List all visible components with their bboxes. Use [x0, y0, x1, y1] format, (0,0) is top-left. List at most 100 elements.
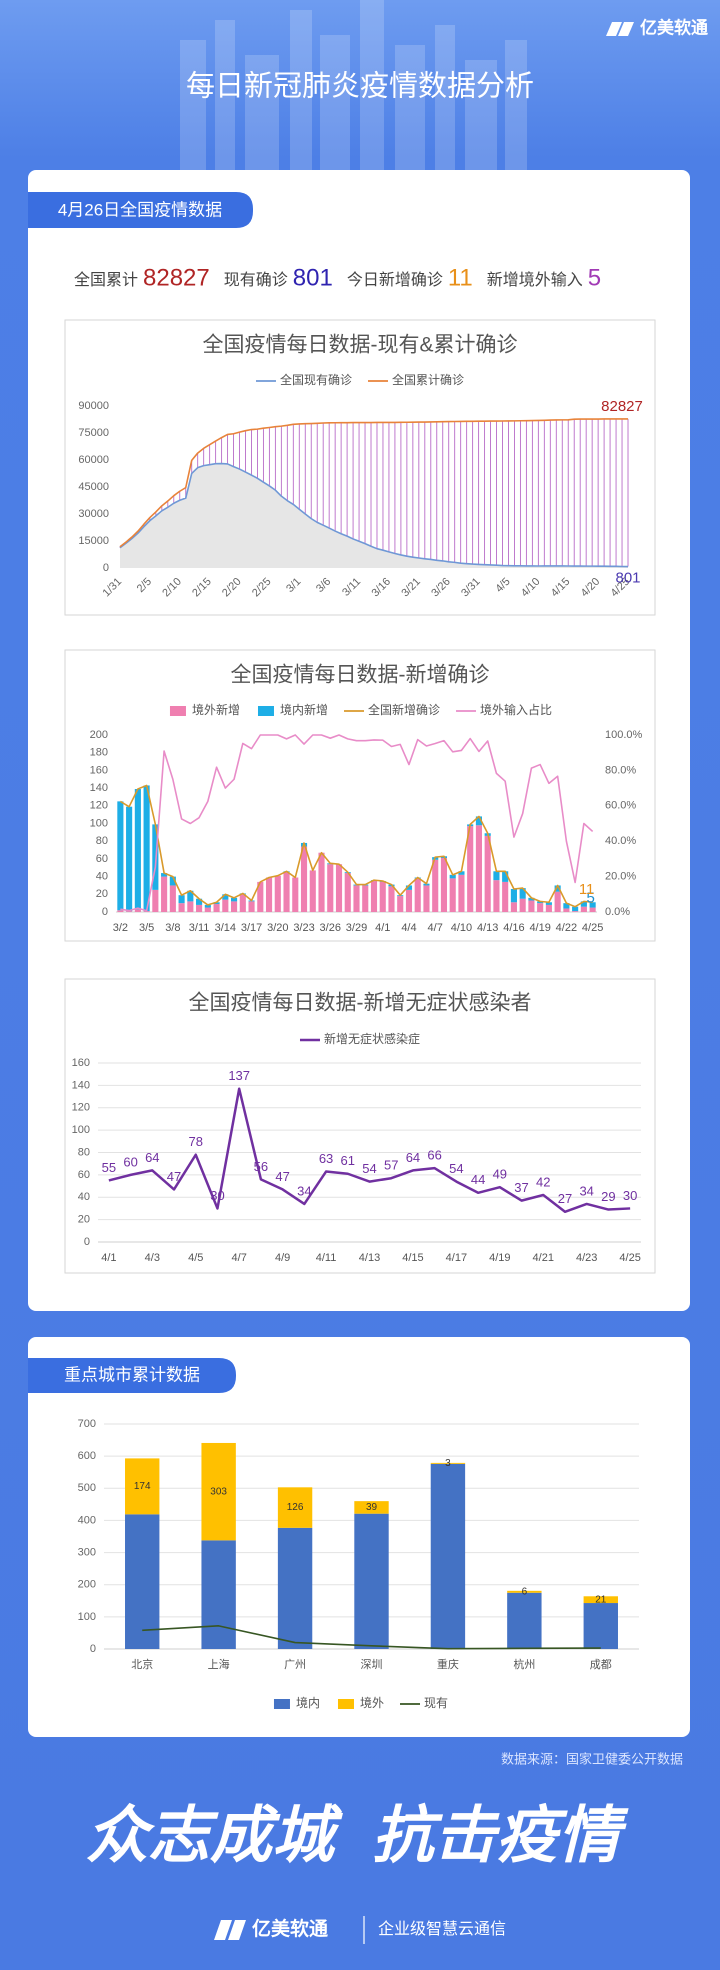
data-label: 54 [449, 1161, 463, 1176]
summary-value: 82827 [143, 264, 210, 291]
legend-label: 境内新增 [280, 702, 328, 717]
y-tick-label: 0 [103, 562, 109, 574]
bar [449, 878, 456, 912]
bar [222, 894, 229, 900]
y-tick-label: 60000 [78, 454, 109, 466]
data-label: 55 [102, 1160, 116, 1175]
chart: 0 100 200 300 400 500 600 700 北京 上海 广州 深圳 重庆 杭州 成都 174 3… [78, 1418, 639, 1710]
x-tick-label: 3/23 [293, 922, 314, 934]
y-tick-label: 30000 [78, 508, 109, 520]
bar [178, 903, 185, 912]
bar [300, 846, 308, 912]
legend-label: 全国现有确诊 [280, 372, 352, 387]
chart-frame [64, 319, 656, 616]
city-skyline [180, 0, 527, 170]
bar [484, 835, 491, 912]
bar [458, 874, 465, 912]
section-tab [28, 192, 253, 228]
legend-label: 境内 [296, 1695, 320, 1710]
x-tick-label: 3/17 [241, 922, 262, 934]
bar [430, 1463, 466, 1649]
bar [335, 864, 343, 912]
x-tick-label: 4/13 [477, 922, 498, 934]
y-tick-label: 400 [78, 1514, 96, 1526]
bar [583, 1596, 618, 1604]
line [119, 784, 593, 908]
y-tick-label: 120 [90, 800, 108, 812]
footer-tagline: 企业级智慧云通信 [378, 1920, 506, 1938]
y2-tick-label: 100.0% [605, 729, 643, 741]
summary-label: 现有确诊 [224, 271, 288, 289]
bar [277, 1527, 313, 1649]
line [108, 1087, 631, 1214]
legend-swatch [273, 1699, 290, 1709]
data-label: 3 [445, 1458, 451, 1469]
y-tick-label: 60 [96, 853, 108, 865]
bar [231, 901, 238, 912]
bar [274, 875, 281, 912]
data-label: 39 [366, 1502, 378, 1513]
y-tick-label: 120 [72, 1102, 90, 1114]
x-tick-label: 杭州 [513, 1657, 535, 1671]
y-tick-label: 20 [78, 1214, 90, 1226]
bar [201, 1442, 236, 1541]
bar [187, 901, 194, 912]
y-tick-label: 500 [78, 1482, 96, 1494]
bar [213, 904, 220, 912]
bar [201, 1540, 236, 1649]
y2-tick-label: 40.0% [605, 835, 636, 847]
data-label: 30 [623, 1188, 637, 1203]
legend-label: 境外新增 [192, 702, 240, 717]
x-tick-label: 4/23 [576, 1252, 597, 1264]
bar [502, 871, 509, 882]
summary-value: 11 [448, 264, 473, 291]
data-source: 数据来源：国家卫健委公开数据 [501, 1751, 683, 1766]
bar [467, 826, 474, 912]
data-label: 34 [579, 1183, 593, 1198]
data-label: 30 [210, 1188, 224, 1203]
bar [405, 885, 413, 890]
chart-title: 全国疫情每日数据-新增无症状感染者 [189, 992, 532, 1015]
bar [507, 1592, 542, 1649]
summary-value: 5 [588, 264, 601, 291]
chart-title: 全国疫情每日数据-现有&累计确诊 [203, 334, 518, 357]
x-tick-label: 4/25 [582, 922, 603, 934]
bar [126, 911, 133, 912]
bar [519, 898, 526, 912]
data-label: 60 [123, 1154, 137, 1169]
x-tick-label: 4/1 [375, 922, 390, 934]
bar [589, 907, 596, 912]
x-tick-label: 4/19 [489, 1252, 510, 1264]
x-tick-label: 4/19 [529, 922, 550, 934]
data-label: 78 [189, 1134, 203, 1149]
section-tab-label: 重点城市累计数据 [64, 1365, 200, 1384]
legend-label: 境外输入占比 [480, 702, 552, 717]
data-label: 49 [493, 1167, 507, 1182]
bar [353, 885, 360, 912]
data-label: 27 [558, 1191, 572, 1206]
slogan: 众志成城 [86, 1801, 343, 1870]
data-label: 61 [341, 1153, 355, 1168]
y-tick-label: 140 [72, 1079, 90, 1091]
data-label: 42 [536, 1174, 550, 1189]
bar [277, 1487, 313, 1528]
data-label: 126 [287, 1502, 304, 1513]
chart: 全国疫情每日数据-新增无症状感染者 0 20 40 60 80 100 120 140 160 4/… [64, 978, 656, 1274]
data-label: 57 [384, 1158, 398, 1173]
legend-label: 全国新增确诊 [368, 702, 440, 717]
x-tick-label: 重庆 [437, 1657, 459, 1671]
bar [265, 877, 273, 912]
legend-swatch [169, 706, 186, 716]
bar [213, 902, 220, 905]
bar [572, 911, 579, 912]
bar [493, 880, 500, 912]
x-tick-label: 4/17 [446, 1252, 467, 1264]
slogan: 抗击疫情 [372, 1801, 629, 1870]
footer-logo: 亿美软通 [252, 1917, 329, 1940]
chart: 全国疫情每日数据-新增确诊 0 20 40 60 80 100 120 140 160 180 200… [64, 649, 656, 942]
x-tick-label: 4/13 [359, 1252, 380, 1264]
logo-text: 亿美软通 [640, 17, 708, 37]
bar [204, 907, 211, 912]
y-tick-label: 75000 [78, 427, 109, 439]
bar [354, 1501, 389, 1514]
